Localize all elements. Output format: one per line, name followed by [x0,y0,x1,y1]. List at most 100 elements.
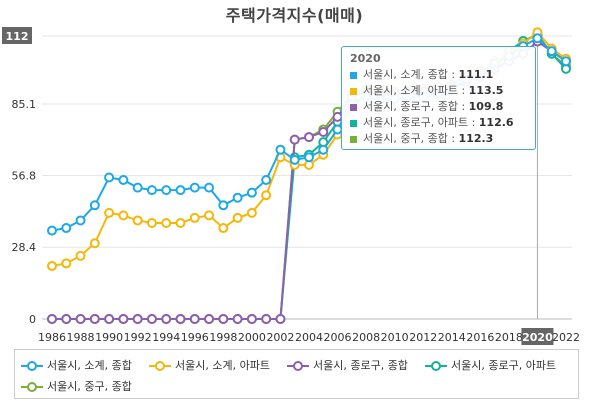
y-tick-label: 56.8 [12,169,37,182]
data-point [204,182,215,193]
tooltip-swatch [350,135,357,143]
tooltip-value: 113.5 [468,84,504,97]
data-point [104,207,115,218]
tooltip-row: 서울시, 종로구, 아파트 : 112.6 [350,115,527,131]
legend-marker [155,361,165,371]
data-point [75,314,86,324]
data-point [232,212,243,223]
y-tick-label: 85.1 [12,98,37,111]
legend-item-jongno-total[interactable]: 서울시, 종로구, 종합 [287,357,408,373]
data-point [289,154,300,165]
x-tick-label: 1990 [95,331,123,344]
data-point [161,217,172,228]
x-tick-label: 2018 [495,331,523,344]
data-point [146,314,157,324]
tooltip-label: 서울시, 소계, 종합 [363,68,448,81]
legend-swatch [287,361,309,371]
data-point [146,217,157,228]
data-point [118,314,129,324]
legend-label: 서울시, 중구, 종합 [47,380,132,393]
tooltip-swatch [350,103,357,111]
data-point [289,134,300,145]
legend-swatch [21,382,43,392]
data-point [218,200,229,211]
x-tick-label: 1998 [209,331,237,344]
x-tick-label: 1994 [152,331,180,344]
data-point [189,314,200,324]
x-tick-label: 1996 [181,331,209,344]
x-tick-label: 2016 [466,331,494,344]
data-point [75,250,86,261]
legend-item-jongno-apt[interactable]: 서울시, 종로구, 아파트 [425,357,556,373]
data-point [47,225,57,236]
x-tick-label: 2002 [266,331,294,344]
data-point [89,314,100,324]
tooltip-value: 112.3 [458,132,494,145]
data-point [189,182,200,193]
legend-item-seoul-total[interactable]: 서울시, 소계, 종합 [21,357,132,373]
tooltip-value: 112.6 [478,116,514,129]
chart-legend: 서울시, 소계, 종합 서울시, 소계, 아파트 서울시, 종로구, 종합 서울… [14,349,579,399]
x-hover-label-bg [521,328,554,345]
legend-marker [27,382,37,392]
data-point [304,132,314,143]
data-point [47,260,57,271]
x-tick-label: 2022 [552,331,580,344]
data-point [61,258,72,269]
y-tick-label: 28.4 [12,241,37,254]
y-max-label-bg [2,27,32,44]
legend-label: 서울시, 종로구, 종합 [313,359,408,372]
data-point [161,314,172,324]
data-point [532,33,543,44]
data-point [275,144,286,155]
legend-swatch [149,361,171,371]
tooltip-title: 2020 [350,52,381,65]
data-point [189,212,200,223]
data-point [232,192,243,203]
data-point [175,314,186,324]
data-point [75,215,86,226]
x-tick-label: 2006 [324,331,352,344]
data-point [104,314,115,324]
data-point [232,314,243,324]
data-point [175,185,186,196]
legend-marker [293,361,303,371]
legend-swatch [425,361,447,371]
chart-title: 주택가격지수(매매) [225,6,364,25]
data-point [89,238,100,249]
x-tick-label: 1988 [67,331,95,344]
data-point [546,46,557,57]
x-tick-label: 2020 [522,331,553,344]
data-point [246,187,257,198]
data-point [261,314,272,324]
x-tick-label: 1986 [38,331,66,344]
legend-label: 서울시, 종로구, 아파트 [451,359,557,372]
data-point [118,175,129,186]
legend-label: 서울시, 소계, 종합 [47,359,132,372]
legend-item-jung-total[interactable]: 서울시, 중구, 종합 [21,378,132,394]
data-point [261,175,272,186]
tooltip-row: 서울시, 소계, 종합 : 111.1 [350,67,527,83]
data-point [304,152,314,163]
legend-item-seoul-apt[interactable]: 서울시, 소계, 아파트 [149,357,270,373]
x-tick-label: 2012 [409,331,437,344]
data-point [89,200,100,211]
x-tick-label: 1992 [124,331,152,344]
tooltip-row: 서울시, 소계, 아파트 : 113.5 [350,83,527,99]
tooltip-label: 서울시, 종로구, 종합 [363,100,458,113]
data-point [218,223,229,234]
x-tick-label: 2004 [295,331,323,344]
tooltip-row: 서울시, 종로구, 종합 : 109.8 [350,99,527,115]
data-point [161,185,172,196]
data-point [47,314,57,324]
x-tick-label: 2014 [438,331,466,344]
data-point [261,190,272,201]
data-point [218,314,229,324]
y-tick-label: 0 [29,313,36,326]
data-point [204,210,215,221]
tooltip-row: 서울시, 중구, 종합 : 112.3 [350,131,527,147]
hover-tooltip: 2020 서울시, 소계, 종합 : 111.1 서울시, 소계, 아파트 : … [341,46,536,150]
tooltip-value: 111.1 [458,68,494,81]
tooltip-label: 서울시, 종로구, 아파트 [363,116,469,129]
tooltip-swatch [350,87,357,95]
